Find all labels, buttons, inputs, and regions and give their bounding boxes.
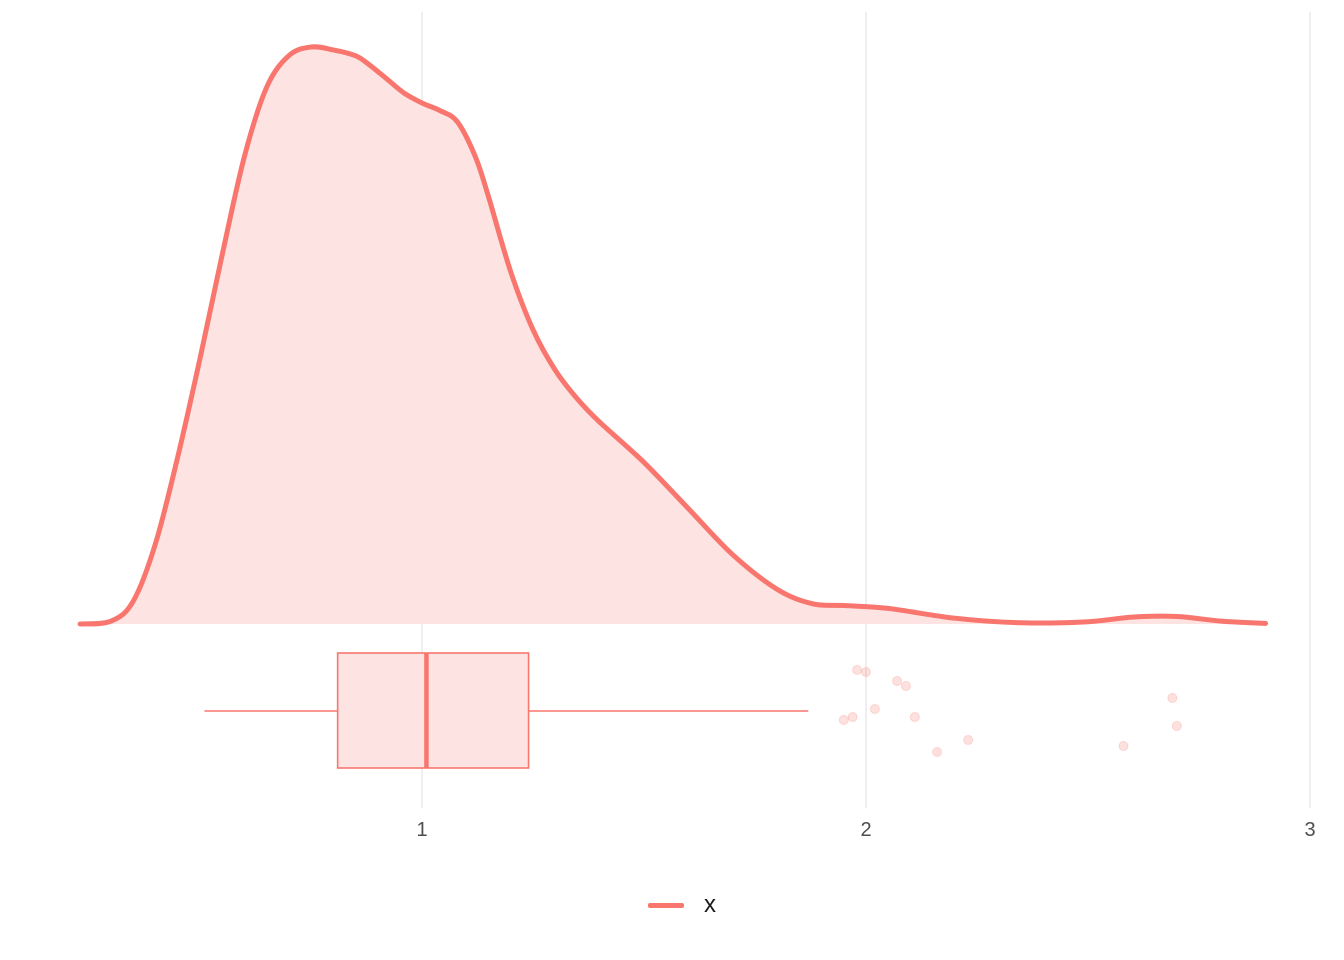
outlier-point [909,712,920,722]
density-layer [77,44,1269,627]
outlier-points [838,665,1182,757]
outlier-point [869,704,880,714]
outlier-point [900,681,911,691]
legend: x [648,890,716,920]
box-iqr [336,652,530,769]
outlier-point [1171,721,1182,731]
outlier-point [932,747,943,757]
density-line [77,44,1269,627]
outlier-point [1118,741,1129,751]
x-tick-label-1: 1 [416,819,427,841]
outlier-point [838,715,849,725]
density-area [80,46,1266,625]
x-axis-ticks: 1 2 3 [416,819,1315,841]
x-tick-label-2: 2 [860,819,871,841]
outlier-point [1167,693,1178,703]
outlier-point [847,712,858,722]
boxplot-layer [204,652,809,769]
outlier-point [861,667,871,677]
outlier-point [852,665,863,675]
legend-key-swatch [648,902,684,908]
outlier-point [892,676,903,686]
outlier-point [963,735,974,745]
x-tick-label-3: 3 [1304,819,1315,841]
legend-label: x [704,891,716,918]
